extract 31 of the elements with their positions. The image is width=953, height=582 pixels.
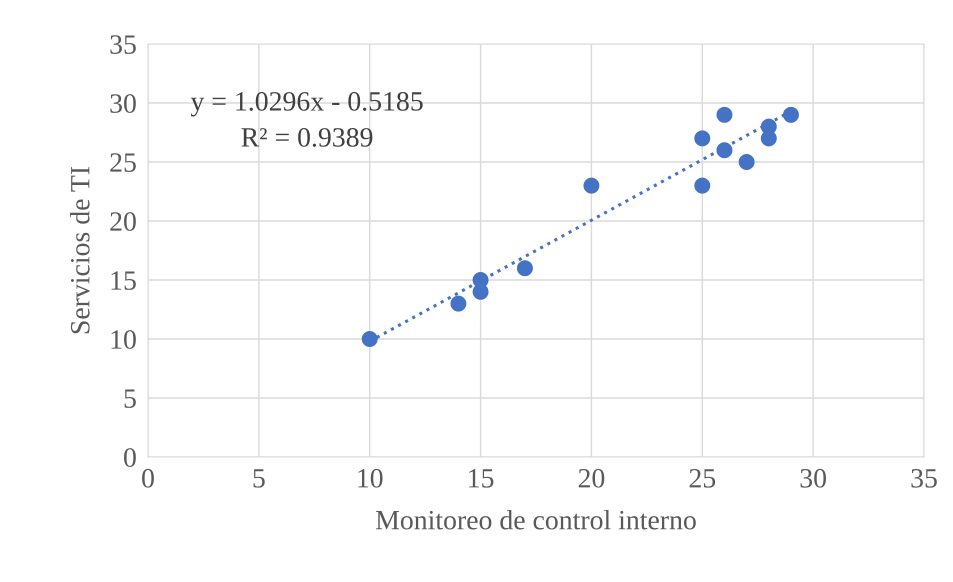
x-tick-label: 20 [578, 468, 604, 488]
x-tick-label: 35 [911, 468, 937, 488]
x-tick-label: 0 [142, 468, 154, 488]
point [694, 178, 710, 194]
x-tick-label: 10 [358, 468, 383, 488]
x-axis-title: Monitoreo de control interno [376, 510, 696, 530]
annotation: y = 1.0296x - 0.5185 [190, 92, 423, 116]
point [782, 106, 799, 123]
point [738, 154, 755, 170]
y-axis-title: Servicios de TI [70, 166, 90, 334]
point [716, 106, 732, 123]
point [716, 142, 732, 158]
y-tick-label: 30 [110, 94, 136, 113]
y-tick-label: 20 [110, 212, 136, 231]
y-tick-label: 35 [110, 35, 136, 54]
point [694, 130, 710, 146]
x-tick-label: 25 [690, 468, 716, 488]
point [516, 260, 533, 276]
x-tick-label: 5 [254, 469, 265, 488]
y-tick-label: 0 [124, 448, 136, 467]
x-tick-label: 30 [800, 468, 826, 488]
y-tick-label: 10 [112, 330, 136, 349]
y-tick-label: 15 [112, 271, 136, 290]
point [362, 331, 378, 347]
y-tick-label: 25 [110, 153, 136, 172]
y-tick-label: 5 [124, 389, 136, 408]
point [583, 178, 600, 194]
point [472, 284, 489, 300]
x-tick-label: 15 [469, 469, 494, 488]
annotation: R² = 0.9389 [241, 128, 372, 147]
point [450, 296, 466, 312]
